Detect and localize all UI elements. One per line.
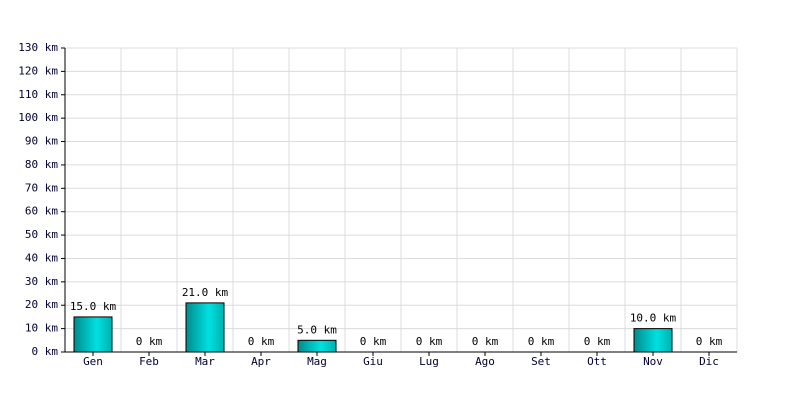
value-label: 0 km [136,335,163,348]
x-tick-label: Apr [251,355,271,368]
value-label: 0 km [416,335,443,348]
bar [73,316,113,353]
bar [185,302,225,353]
y-tick-label: 30 km [25,275,58,288]
bar [633,328,673,353]
x-tick-label: Nov [643,355,663,368]
y-tick-label: 130 km [18,41,58,54]
value-label: 0 km [248,335,275,348]
y-tick-label: 10 km [25,322,58,335]
y-tick-label: 120 km [18,64,58,77]
x-tick-label: Feb [139,355,159,368]
value-label: 15.0 km [70,300,117,313]
value-label: 0 km [472,335,499,348]
x-tick-label: Ago [475,355,495,368]
value-label: 0 km [696,335,723,348]
y-tick-label: 0 km [32,345,59,358]
y-tick-label: 90 km [25,135,58,148]
bar [297,339,337,353]
y-tick-label: 110 km [18,88,58,101]
x-tick-label: Set [531,355,551,368]
x-tick-label: Giu [363,355,383,368]
x-tick-label: Gen [83,355,103,368]
value-label: 21.0 km [182,286,229,299]
y-tick-label: 20 km [25,298,58,311]
y-tick-label: 70 km [25,181,58,194]
value-label: 5.0 km [297,323,337,336]
y-tick-label: 80 km [25,158,58,171]
x-tick-label: Mar [195,355,215,368]
value-label: 10.0 km [630,312,677,325]
x-tick-label: Ott [587,355,607,368]
value-label: 0 km [360,335,387,348]
x-tick-label: Mag [307,355,327,368]
y-tick-label: 100 km [18,111,58,124]
y-tick-label: 40 km [25,251,58,264]
x-tick-label: Lug [419,355,439,368]
y-tick-label: 50 km [25,228,58,241]
value-label: 0 km [584,335,611,348]
value-label: 0 km [528,335,555,348]
y-tick-label: 60 km [25,205,58,218]
x-tick-label: Dic [699,355,719,368]
